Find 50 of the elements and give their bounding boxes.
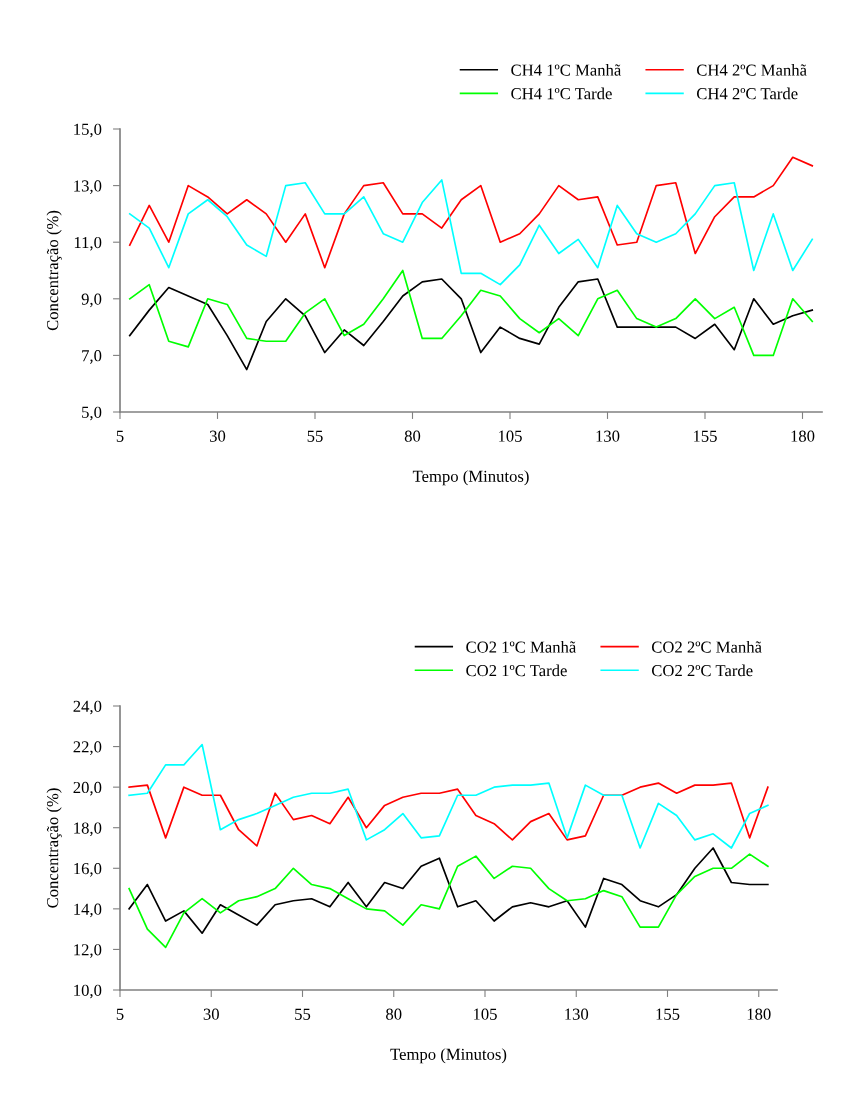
x-tick-label: 105	[498, 430, 522, 442]
x-tick-label: 130	[596, 430, 620, 442]
legend-label: CO2 1ºC Manhã	[466, 640, 577, 653]
y-tick-label: 12,0	[74, 944, 102, 958]
x-tick-label: 5	[116, 1008, 124, 1020]
x-tick-label: 30	[203, 1008, 219, 1020]
y-tick-label: 13,0	[74, 180, 102, 194]
line-series	[128, 847, 769, 935]
y-tick-label: 10,0	[74, 984, 102, 999]
y-axis-title: Concentração (%)	[46, 788, 62, 908]
y-tick-label: 20,0	[73, 781, 102, 796]
x-axis-title: Tempo (Minutos)	[412, 470, 529, 486]
x-tick-label: 180	[791, 430, 815, 442]
legend-label: CH4 2ºC Manhã	[696, 64, 807, 76]
y-tick-label: 24,0	[73, 700, 102, 715]
x-tick-label: 55	[295, 1008, 311, 1020]
y-tick-label: 14,0	[74, 903, 102, 918]
x-tick-label: 80	[404, 430, 421, 442]
line-series	[128, 269, 814, 357]
legend-label: CH4 1ºC Manhã	[511, 64, 622, 76]
x-axis-title: Tempo (Minutos)	[390, 1048, 507, 1064]
y-tick-label: 22,0	[73, 741, 102, 755]
line-series	[128, 782, 769, 847]
x-tick-label: 55	[307, 430, 323, 442]
line-series	[128, 853, 769, 949]
legend-label: CH4 2ºC Tarde	[696, 87, 798, 100]
x-tick-label: 80	[386, 1008, 402, 1020]
y-tick-label: 7,0	[82, 350, 102, 364]
y-tick-label: 11,0	[74, 236, 102, 251]
y-tick-label: 18,0	[74, 822, 102, 837]
y-tick-label: 5,0	[82, 406, 102, 421]
x-tick-label: 180	[747, 1008, 771, 1020]
x-tick-label: 130	[565, 1008, 589, 1020]
line-series	[128, 156, 814, 269]
line-series	[128, 743, 769, 849]
y-axis-title: Concentração (%)	[46, 210, 62, 331]
line-series	[128, 179, 814, 286]
legend-label: CO2 1ºC Tarde	[466, 664, 567, 677]
x-tick-label: 105	[473, 1008, 497, 1020]
y-tick-label: 9,0	[81, 293, 102, 308]
legend-label: CO2 2ºC Manhã	[651, 640, 762, 653]
legend-label: CO2 2ºC Tarde	[651, 664, 753, 677]
x-tick-label: 5	[116, 430, 124, 442]
y-tick-label: 16,0	[74, 862, 102, 877]
line-series	[128, 278, 814, 371]
legend-label: CH4 1ºC Tarde	[511, 87, 612, 100]
y-tick-label: 15,0	[74, 123, 102, 138]
x-tick-label: 30	[209, 430, 226, 442]
x-tick-label: 155	[656, 1008, 680, 1020]
x-tick-label: 155	[693, 430, 717, 442]
